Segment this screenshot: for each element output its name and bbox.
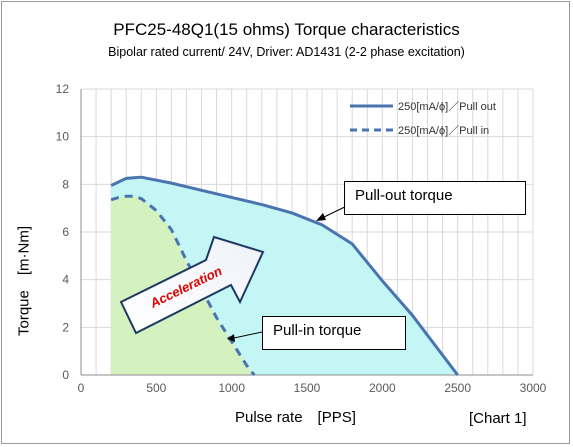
y-tick-label: 6 [62, 225, 69, 239]
pullout-callout: Pull-out torque [344, 181, 526, 215]
x-tick-label: 500 [146, 381, 166, 395]
y-tick-label: 0 [62, 368, 69, 382]
x-tick-label: 2000 [369, 381, 396, 395]
pullin-series-line [110, 194, 256, 376]
x-tick-label: 0 [78, 381, 85, 395]
chart-subtitle: Bipolar rated current/ 24V, Driver: AD14… [108, 45, 465, 59]
x-tick-label: 1500 [294, 381, 321, 395]
y-tick-label: 10 [56, 130, 70, 144]
x-tick-label: 3000 [520, 381, 547, 395]
y-tick-label: 4 [62, 273, 69, 287]
y-tick-label: 8 [62, 177, 69, 191]
y-axis-label: Torque [m·Nm] [15, 225, 33, 337]
pullout-callout-text: Pull-out torque [355, 187, 453, 204]
x-axis-label: Pulse rate [PPS] [235, 409, 356, 426]
legend-label-pullin: 250[mA/ϕ]／Pull in [398, 124, 489, 137]
x-tick-label: 2500 [444, 381, 471, 395]
chart-title: PFC25-48Q1(15 ohms) Torque characteristi… [113, 20, 460, 39]
legend-label-pullout: 250[mA/ϕ]／Pull out [398, 100, 496, 113]
pullin-pointer-arrowhead [227, 334, 235, 342]
pullout-series-line [110, 175, 459, 376]
y-tick-label: 2 [62, 320, 69, 334]
chart-number-tag: [Chart 1] [469, 410, 527, 427]
pullin-callout: Pull-in torque [262, 316, 406, 350]
y-tick-label: 12 [56, 82, 70, 96]
pullin-pointer-line [233, 331, 263, 339]
pullin-callout-text: Pull-in torque [273, 322, 362, 339]
pullout-pointer-arrowhead [316, 213, 326, 221]
x-tick-label: 1000 [218, 381, 245, 395]
